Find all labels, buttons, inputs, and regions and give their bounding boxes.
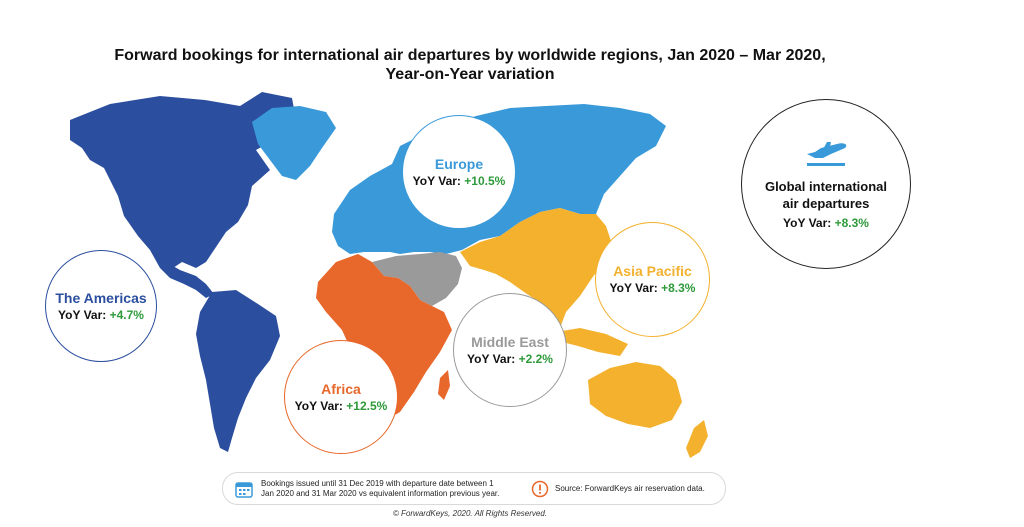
bookings-note-line-1: Bookings issued until 31 Dec 2019 with d… (261, 479, 494, 488)
copyright-text: © ForwardKeys, 2020. All Rights Reserved… (392, 509, 548, 518)
bookings-note-line-2: Jan 2020 and 31 Mar 2020 vs equivalent i… (261, 489, 500, 498)
title-line-2: Year-on-Year variation (385, 66, 555, 83)
region-shape-greenland (252, 106, 336, 180)
region-bubble-africa[interactable]: Africa YoY Var: +12.5% (284, 340, 398, 454)
region-yoy-americas: YoY Var: +4.7% (58, 307, 144, 322)
airplane-icon (807, 141, 847, 166)
global-title-line-1: Global international (764, 178, 888, 194)
region-name-africa: Africa (321, 380, 361, 397)
notes-box: Bookings issued until 31 Dec 2019 with d… (222, 472, 726, 505)
region-name-asia-pacific: Asia Pacific (613, 263, 692, 279)
region-shape-central-america (150, 250, 214, 298)
global-bubble[interactable]: Global international air departures YoY … (741, 99, 911, 269)
global-yoy: YoY Var: +8.3% (783, 215, 869, 230)
region-bubble-asia-pacific[interactable]: Asia Pacific YoY Var: +8.3% (595, 222, 710, 337)
exclamation-icon (531, 480, 549, 498)
region-bubble-middle-east[interactable]: Middle East YoY Var: +2.2% (453, 293, 567, 407)
title-line-1: Forward bookings for international air d… (114, 47, 826, 64)
region-shape-madagascar (438, 370, 450, 400)
calendar-icon (235, 482, 253, 498)
region-yoy-africa: YoY Var: +12.5% (294, 398, 388, 413)
region-shape-middle-east (372, 252, 462, 306)
region-name-middle-east: Middle East (471, 333, 549, 350)
region-yoy-middle-east: YoY Var: +2.2% (467, 351, 553, 366)
region-bubble-americas[interactable]: The Americas YoY Var: +4.7% (45, 250, 157, 362)
region-shape-north-america (70, 92, 296, 270)
global-title-line-2: air departures (782, 195, 870, 211)
map-title: Forward bookings for international air d… (0, 46, 940, 84)
region-name-europe: Europe (434, 155, 484, 172)
region-yoy-europe: YoY Var: +10.5% (412, 173, 506, 188)
region-name-americas: The Americas (55, 289, 147, 306)
region-shape-asia (460, 208, 612, 328)
source-note: Source: ForwardKeys air reservation data… (555, 484, 705, 493)
region-yoy-asia-pacific: YoY Var: +8.3% (609, 281, 696, 295)
region-shape-south-america (196, 290, 280, 452)
region-shape-southeast-asia (556, 328, 628, 356)
region-shape-australia (588, 362, 682, 428)
region-bubble-europe[interactable]: Europe YoY Var: +10.5% (402, 115, 516, 229)
region-shape-new-zealand (686, 420, 708, 458)
region-shape-africa (316, 254, 452, 420)
